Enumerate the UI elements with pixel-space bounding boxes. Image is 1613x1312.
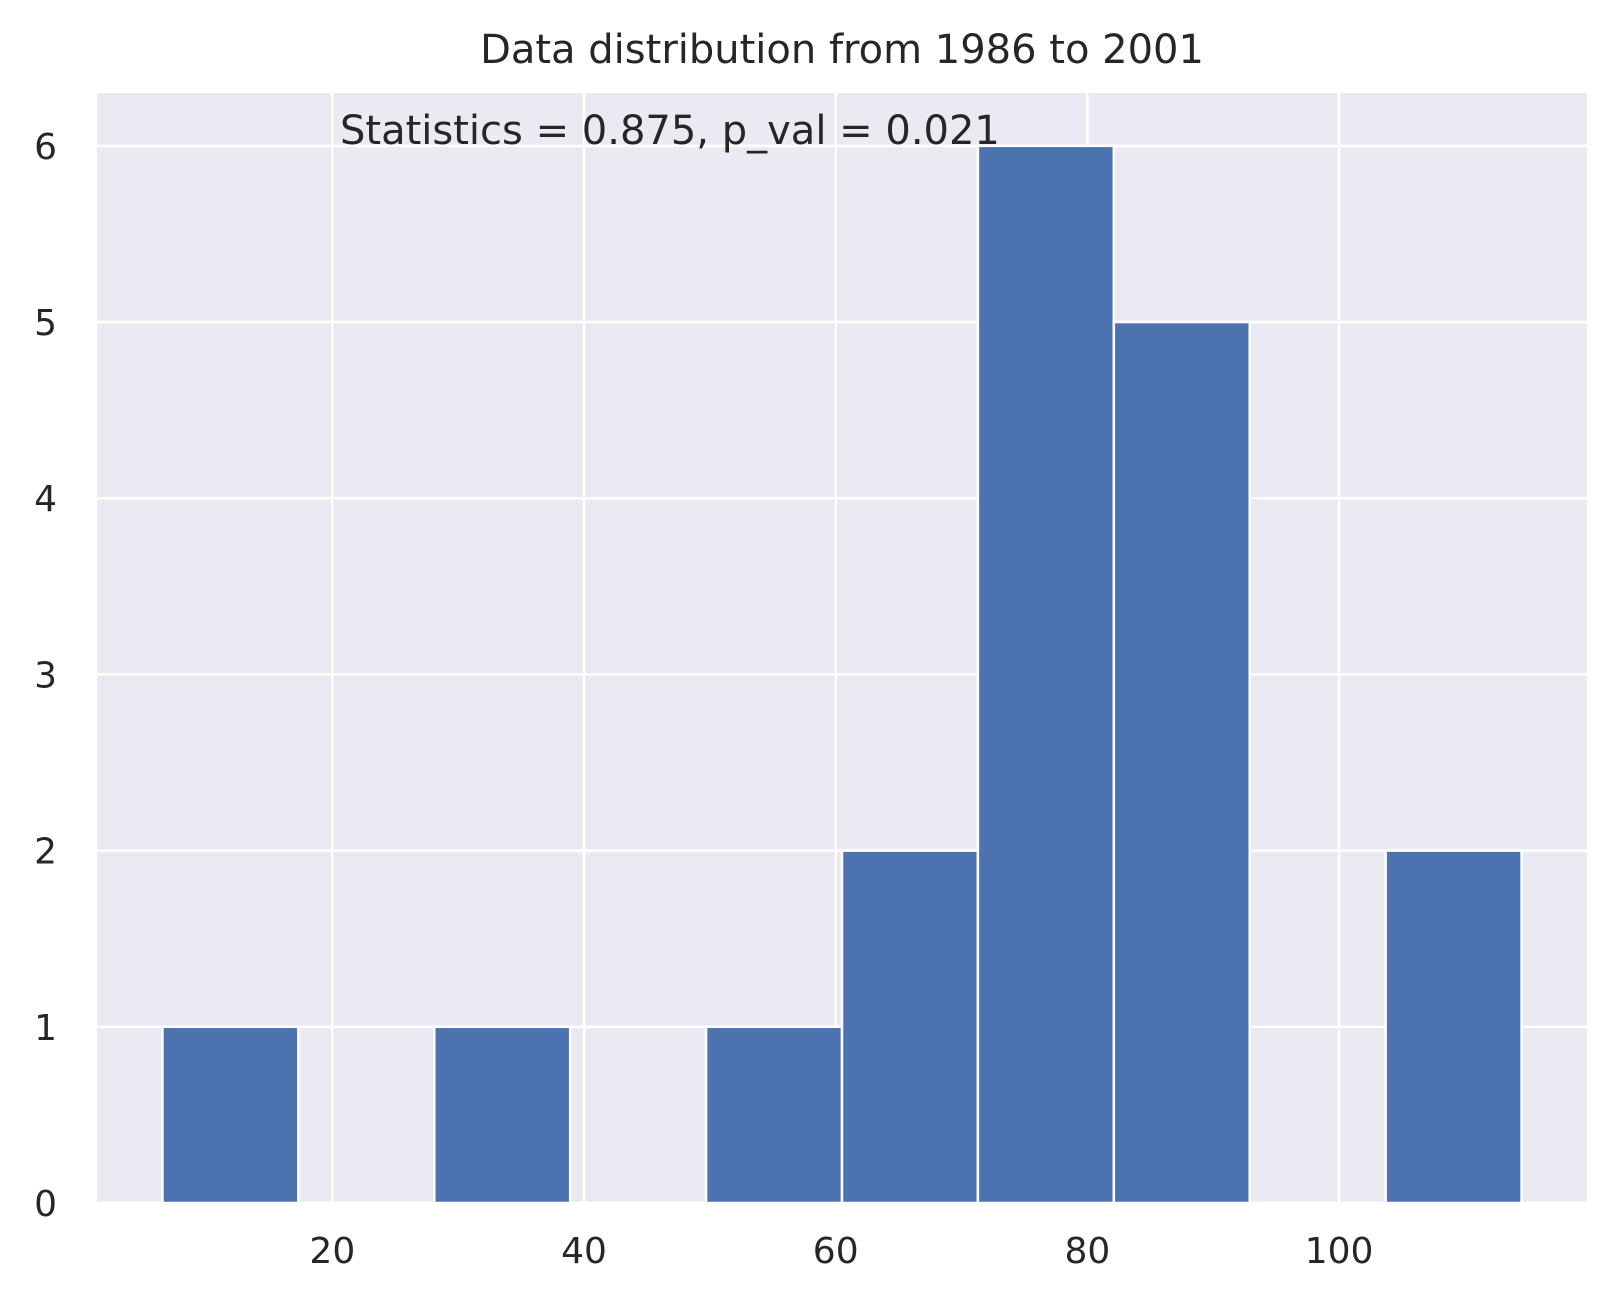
histogram-bar <box>1112 320 1251 1205</box>
chart-title: Data distribution from 1986 to 2001 <box>480 27 1204 73</box>
statistics-annotation: Statistics = 0.875, p_val = 0.021 <box>340 108 1000 154</box>
x-tick-label: 60 <box>813 1231 859 1272</box>
y-tick-label: 5 <box>34 303 57 344</box>
y-tick-label: 4 <box>34 479 57 520</box>
histogram-bar <box>433 1025 572 1205</box>
y-tick-label: 0 <box>34 1184 57 1225</box>
x-tick-label: 40 <box>561 1231 607 1272</box>
grid-lines <box>97 93 1587 1205</box>
histogram-bar <box>704 1025 844 1205</box>
x-tick-label: 20 <box>309 1231 355 1272</box>
axis-ticks: 20 40 60 80 100 0 1 2 3 4 5 6 <box>34 127 1373 1272</box>
x-tick-label: 80 <box>1064 1231 1110 1272</box>
x-tick-label: 100 <box>1305 1231 1374 1272</box>
y-tick-label: 3 <box>34 655 57 696</box>
y-tick-label: 6 <box>34 127 57 168</box>
histogram-bars <box>161 144 1523 1205</box>
y-tick-label: 2 <box>34 832 57 873</box>
histogram-bar <box>1384 849 1523 1205</box>
histogram-bar <box>976 144 1116 1205</box>
histogram-bar <box>840 849 980 1205</box>
histogram-bar <box>161 1025 300 1205</box>
y-tick-label: 1 <box>34 1008 57 1049</box>
